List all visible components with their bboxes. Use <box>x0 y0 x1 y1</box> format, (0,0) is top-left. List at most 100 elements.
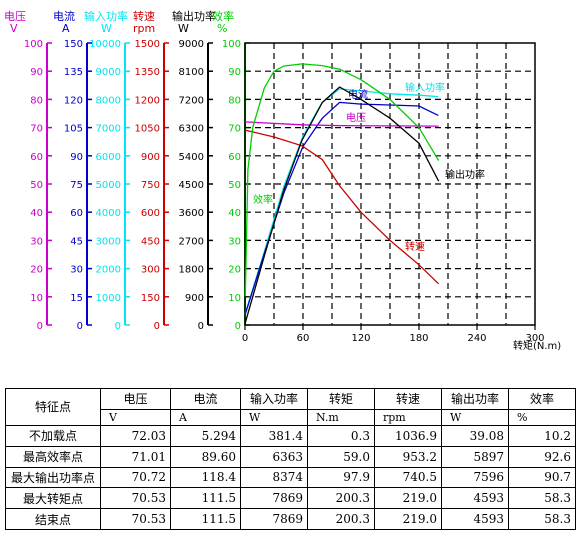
table-cell: 7596 <box>441 466 509 489</box>
header-torque: 转矩 <box>307 388 375 410</box>
axis-tick-label: 135 <box>64 67 83 78</box>
axis-tick-label: 2000 <box>96 265 121 276</box>
table-row: 最大输出功率点 70.72 118.4 8374 97.9 740.5 7596… <box>5 466 576 489</box>
axis-tick-label: 105 <box>64 124 83 135</box>
axis-tick-label: 3600 <box>179 208 204 219</box>
table-cell: 219.0 <box>374 487 442 510</box>
unit-current: A <box>170 408 241 426</box>
table-cell: 89.60 <box>170 445 241 468</box>
axis-title-output_power: 输出功率 <box>172 9 216 23</box>
axis-tick-label: 6300 <box>179 124 204 135</box>
table-cell: 70.72 <box>100 466 171 489</box>
axis-title-current: 电流 <box>53 9 75 23</box>
axis-tick-label: 70 <box>30 124 43 135</box>
header-output-power: 输出功率 <box>441 388 509 410</box>
unit-efficiency: % <box>508 408 576 426</box>
table-cell: 70.53 <box>100 487 171 510</box>
axis-tick-label: 900 <box>185 293 204 304</box>
unit-voltage: V <box>100 408 171 426</box>
axis-tick-label: 80 <box>30 95 43 106</box>
axis-tick-label: 60 <box>70 208 83 219</box>
table-cell: 39.08 <box>441 424 509 447</box>
axis-title-voltage: 电压 <box>4 10 26 23</box>
multi-y-axes: 电压V0102030405060708090100电流A015304560759… <box>4 9 250 332</box>
table-cell: 1036.9 <box>374 424 442 447</box>
axis-tick-label: 4500 <box>179 180 204 191</box>
axis-tick-label: 9000 <box>179 39 204 50</box>
table-cell: 70.53 <box>100 508 171 530</box>
table-row: 不加载点 72.03 5.294 381.4 0.3 1036.9 39.08 … <box>5 424 576 447</box>
axis-tick-label: 10 <box>30 293 43 304</box>
table-cell: 58.3 <box>508 487 576 510</box>
table-cell: 5.294 <box>170 424 241 447</box>
axis-tick-label: 20 <box>228 265 241 276</box>
y-axis-voltage: 电压V 0 10 20 30 40 50 60 70 80 90 100 <box>4 10 52 332</box>
header-efficiency: 效率 <box>508 388 576 410</box>
axis-tick-label: 100 <box>222 39 241 50</box>
axis-tick-label: 60 <box>30 152 43 163</box>
table-cell: 381.4 <box>240 424 308 447</box>
axis-tick-label: 10 <box>228 293 241 304</box>
axis-unit-output_power: W <box>178 22 189 35</box>
axis-unit-speed: rpm <box>133 22 155 35</box>
axis-unit-efficiency: % <box>217 22 227 35</box>
series-label-output_power: 输出功率 <box>445 168 485 181</box>
row-label: 最大转矩点 <box>5 487 101 510</box>
axis-tick-label: 90 <box>30 67 43 78</box>
axis-tick-label: 5400 <box>179 152 204 163</box>
table-cell: 740.5 <box>374 466 442 489</box>
axis-tick-label: 300 <box>141 265 160 276</box>
characteristic-points-table: 特征点 电压 电流 输入功率 转矩 转速 输出功率 效率 V A W N.m r… <box>5 388 576 530</box>
table-cell: 111.5 <box>170 487 241 510</box>
y-axis-current: 电流A 0 15 30 45 60 75 90 105 120 135 150 <box>53 9 92 332</box>
series-line-speed <box>244 129 440 285</box>
axis-tick-label: 150 <box>64 39 83 50</box>
axis-tick-label: 5000 <box>96 180 121 191</box>
series-label-voltage: 电压 <box>346 111 366 124</box>
series-line-voltage <box>244 121 439 127</box>
axis-tick-label: 0 <box>115 321 121 332</box>
table-corner-label: 特征点 <box>5 388 101 426</box>
unit-torque: N.m <box>307 408 375 426</box>
axis-tick-label: 3000 <box>96 236 121 247</box>
axis-tick-label: 2700 <box>179 236 204 247</box>
table-cell: 58.3 <box>508 508 576 530</box>
axis-tick-label: 50 <box>228 180 241 191</box>
table-cell: 92.6 <box>508 445 576 468</box>
row-label: 不加载点 <box>5 424 101 447</box>
axis-tick-label: 20 <box>30 265 43 276</box>
axis-tick-label: 1500 <box>135 39 160 50</box>
row-label: 最大输出功率点 <box>5 466 101 489</box>
axis-tick-label: 30 <box>30 236 43 247</box>
axis-unit-current: A <box>62 22 70 35</box>
axis-unit-voltage: V <box>10 22 18 35</box>
plot-frame <box>244 42 536 326</box>
row-label: 结束点 <box>5 508 101 530</box>
axis-tick-label: 4000 <box>96 208 121 219</box>
unit-input-power: W <box>240 408 308 426</box>
table-cell: 7869 <box>240 508 308 530</box>
header-voltage: 电压 <box>100 388 171 410</box>
axis-title-efficiency: 效率 <box>212 9 234 23</box>
axis-tick-label: 0 <box>77 321 83 332</box>
row-label: 最高效率点 <box>5 445 101 468</box>
table-cell: 10.2 <box>508 424 576 447</box>
axis-title-input_power: 输入功率 <box>84 9 128 23</box>
table-cell: 200.3 <box>307 487 375 510</box>
axis-tick-label: 6000 <box>96 152 121 163</box>
axis-tick-label: 50 <box>30 180 43 191</box>
x-axis-label: 转矩(N.m) <box>513 339 561 352</box>
table-cell: 90.7 <box>508 466 576 489</box>
axis-tick-label: 70 <box>228 124 241 135</box>
axis-tick-label: 600 <box>141 208 160 219</box>
series-line-input_power <box>244 88 439 315</box>
table-cell: 72.03 <box>100 424 171 447</box>
axis-tick-label: 1000 <box>96 293 121 304</box>
axis-tick-label: 1800 <box>179 265 204 276</box>
header-speed: 转速 <box>374 388 442 410</box>
table-cell: 8374 <box>240 466 308 489</box>
axis-tick-label: 450 <box>141 236 160 247</box>
axis-tick-label: 0 <box>198 321 204 332</box>
table-cell: 7869 <box>240 487 308 510</box>
axis-tick-label: 75 <box>70 180 83 191</box>
